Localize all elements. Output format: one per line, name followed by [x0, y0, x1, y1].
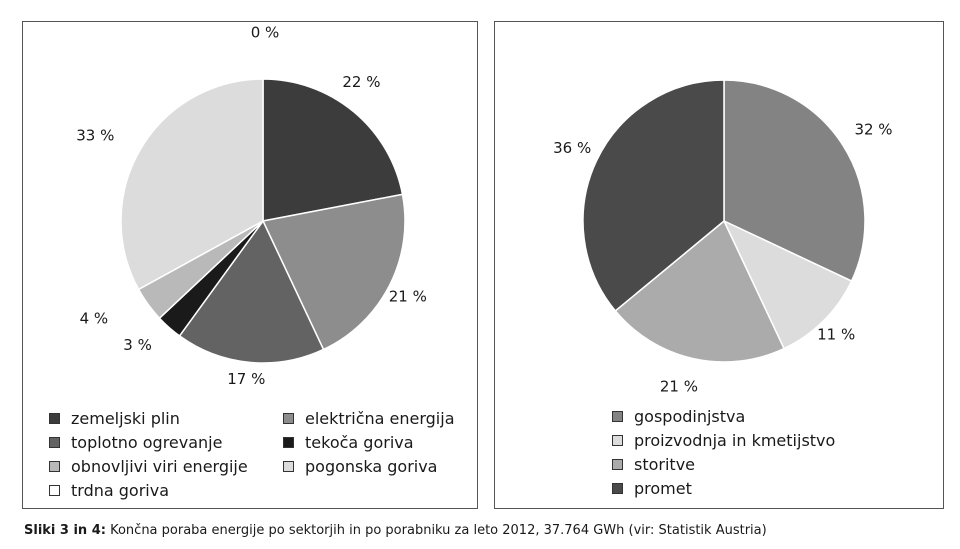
- pie-label-trdna-goriva: 0 %: [251, 24, 280, 42]
- pie-chart-sectors: 22 % 21 % 17 % 3 % 4 % 33 % 0 %: [76, 24, 427, 388]
- legend-item-proizvodnja: proizvodnja in kmetijstvo: [612, 431, 835, 450]
- legend-swatch: [49, 485, 60, 496]
- pie-label-pogonska-goriva: 33 %: [76, 127, 114, 145]
- legend-swatch: [49, 461, 60, 472]
- chart-panel-sectors: 22 % 21 % 17 % 3 % 4 % 33 % 0 % zemeljski plin…: [22, 21, 478, 509]
- legend-swatch: [283, 437, 294, 448]
- legend-label: tekoča goriva: [305, 433, 414, 452]
- legend-swatch: [612, 483, 623, 494]
- legend-label: storitve: [634, 455, 696, 474]
- legend-label: zemeljski plin: [71, 409, 180, 428]
- pie-label-toplotno-ogrevanje: 17 %: [227, 370, 265, 388]
- pie-slice-promet: [582, 79, 725, 312]
- caption-label: Sliki 3 in 4:: [24, 523, 106, 538]
- legend-item-promet: promet: [612, 479, 692, 498]
- pie-slice-elektricna-energija: [261, 193, 406, 351]
- pie-label-obnovljivi-viri-energije: 4 %: [80, 310, 109, 328]
- pie-slice-gospodinjstva: [723, 79, 866, 283]
- legend-item-gospodinjstva: gospodinjstva: [612, 407, 745, 426]
- legend-item-trdna-goriva: trdna goriva: [49, 481, 169, 500]
- pie-label-promet: 36 %: [553, 139, 591, 157]
- legend-item-storitve: storitve: [612, 455, 695, 474]
- pie-slice-proizvodnja-in-kmetijstvo: [722, 219, 853, 350]
- pie-label-gospodinjstva: 32 %: [854, 120, 892, 138]
- legend-label: električna energija: [305, 409, 455, 428]
- legend-swatch: [612, 459, 623, 470]
- pie-label-tekoca-goriva: 3 %: [123, 336, 152, 354]
- pie-slice-toplotno-ogrevanje: [178, 219, 325, 364]
- legend-swatch: [49, 413, 60, 424]
- legend-item-tekoca-goriva: tekoča goriva: [283, 433, 414, 452]
- pie-slice-zemeljski-plin: [262, 78, 404, 222]
- legend-item-zemeljski-plin: zemeljski plin: [49, 409, 180, 428]
- pie-chart-consumers: 32 % 11 % 21 % 36 %: [553, 79, 893, 395]
- chart-panel-consumers: 32 % 11 % 21 % 36 % gospodinjstva proizvodn…: [494, 21, 944, 509]
- legend-label: trdna goriva: [71, 481, 169, 500]
- pie-slice-pogonska-goriva: [120, 78, 264, 291]
- legend-swatch: [283, 413, 294, 424]
- legend-label: toplotno ogrevanje: [71, 433, 223, 452]
- pie-slice-storitve: [614, 219, 786, 363]
- legend-item-pogonska-goriva: pogonska goriva: [283, 457, 437, 476]
- pie-label-proizvodnja-in-kmetijstvo: 11 %: [817, 326, 855, 344]
- legend-label: obnovljivi viri energije: [71, 457, 248, 476]
- pie-label-zemeljski-plin: 22 %: [342, 73, 380, 91]
- pie-label-storitve: 21 %: [660, 377, 698, 395]
- legend-swatch: [612, 435, 623, 446]
- legend-swatch: [49, 437, 60, 448]
- pie-label-elektricna-energija: 21 %: [389, 287, 427, 305]
- legend-swatch: [612, 411, 623, 422]
- legend-item-obnovljivi-viri: obnovljivi viri energije: [49, 457, 248, 476]
- legend-label: pogonska goriva: [305, 457, 438, 476]
- legend-item-toplotno-ogrevanje: toplotno ogrevanje: [49, 433, 222, 452]
- caption-text: Končna poraba energije po sektorjih in p…: [105, 523, 767, 538]
- legend-label: proizvodnja in kmetijstvo: [634, 431, 836, 450]
- figure-caption: Sliki 3 in 4: Končna poraba energije po …: [24, 523, 767, 538]
- legend-item-elektricna-energija: električna energija: [283, 409, 455, 428]
- legend-swatch: [283, 461, 294, 472]
- legend-label: gospodinjstva: [634, 407, 746, 426]
- legend-label: promet: [634, 479, 692, 498]
